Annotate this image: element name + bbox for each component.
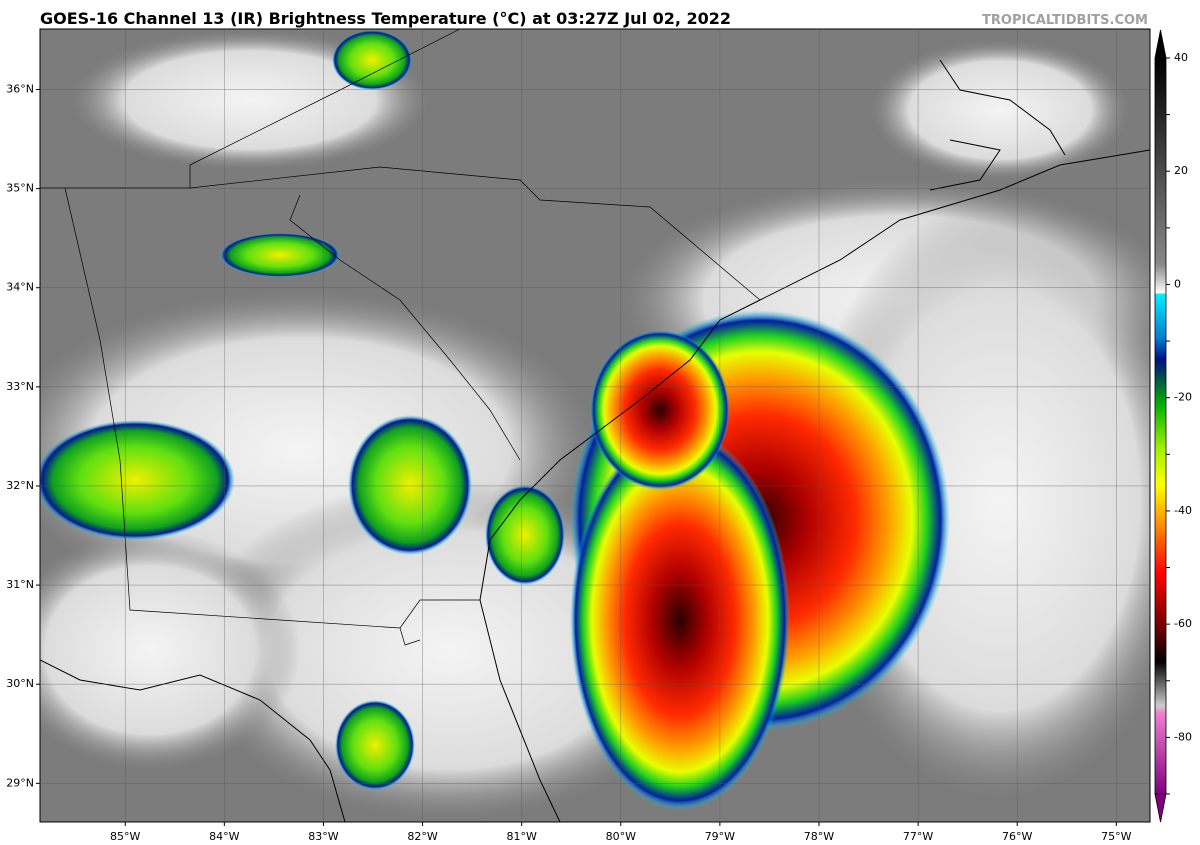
x-tick-label: 76°W bbox=[1002, 830, 1032, 843]
colorbar-extend-bottom bbox=[1154, 793, 1167, 823]
watermark: TROPICALTIDBITS.COM bbox=[982, 13, 1148, 28]
x-tick-label: 77°W bbox=[903, 830, 933, 843]
cell bbox=[485, 485, 565, 585]
y-tick-label: 29°N bbox=[6, 776, 34, 789]
x-tick-label: 85°W bbox=[110, 830, 140, 843]
cell bbox=[335, 700, 415, 790]
coastline bbox=[929, 59, 1066, 191]
colorbar bbox=[1154, 29, 1167, 823]
colorbar-tick-label: 0 bbox=[1174, 277, 1181, 290]
colorbar-tick-label: -20 bbox=[1174, 391, 1192, 404]
map-frame bbox=[39, 28, 1151, 823]
y-tick-label: 30°N bbox=[6, 677, 34, 690]
cell bbox=[332, 30, 412, 90]
colorbar-tick-label: 40 bbox=[1174, 51, 1188, 64]
title: GOES-16 Channel 13 (IR) Brightness Tempe… bbox=[40, 9, 731, 28]
y-tick-label: 31°N bbox=[6, 578, 34, 591]
y-tick-label: 34°N bbox=[6, 281, 34, 294]
cell bbox=[348, 415, 472, 555]
y-tick-label: 33°N bbox=[6, 380, 34, 393]
colorbar-tick-label: -80 bbox=[1174, 730, 1192, 743]
x-tick-label: 82°W bbox=[407, 830, 437, 843]
storm bbox=[590, 330, 730, 490]
storm bbox=[570, 430, 790, 810]
cell bbox=[40, 420, 235, 540]
colorbar-tick-label: -40 bbox=[1174, 504, 1192, 517]
x-tick-label: 78°W bbox=[804, 830, 834, 843]
x-tick-label: 83°W bbox=[308, 830, 338, 843]
colorbar-tick-label: -60 bbox=[1174, 617, 1192, 630]
x-tick-label: 80°W bbox=[606, 830, 636, 843]
cell bbox=[220, 233, 340, 277]
y-tick-label: 32°N bbox=[6, 479, 34, 492]
state-border bbox=[40, 29, 761, 646]
colorbar-tick-label: 20 bbox=[1174, 164, 1188, 177]
cloud bbox=[40, 530, 300, 770]
y-tick-label: 36°N bbox=[6, 82, 34, 95]
x-tick-label: 84°W bbox=[209, 830, 239, 843]
coastline bbox=[479, 149, 1150, 822]
y-tick-label: 35°N bbox=[6, 182, 34, 195]
colorbar-extend-top bbox=[1154, 29, 1167, 59]
map-area bbox=[40, 29, 1150, 822]
x-tick-label: 75°W bbox=[1101, 830, 1131, 843]
x-tick-label: 79°W bbox=[705, 830, 735, 843]
colorbar-bar bbox=[1154, 57, 1167, 795]
coastline bbox=[40, 659, 346, 822]
cloud bbox=[870, 40, 1130, 180]
x-tick-label: 81°W bbox=[506, 830, 536, 843]
